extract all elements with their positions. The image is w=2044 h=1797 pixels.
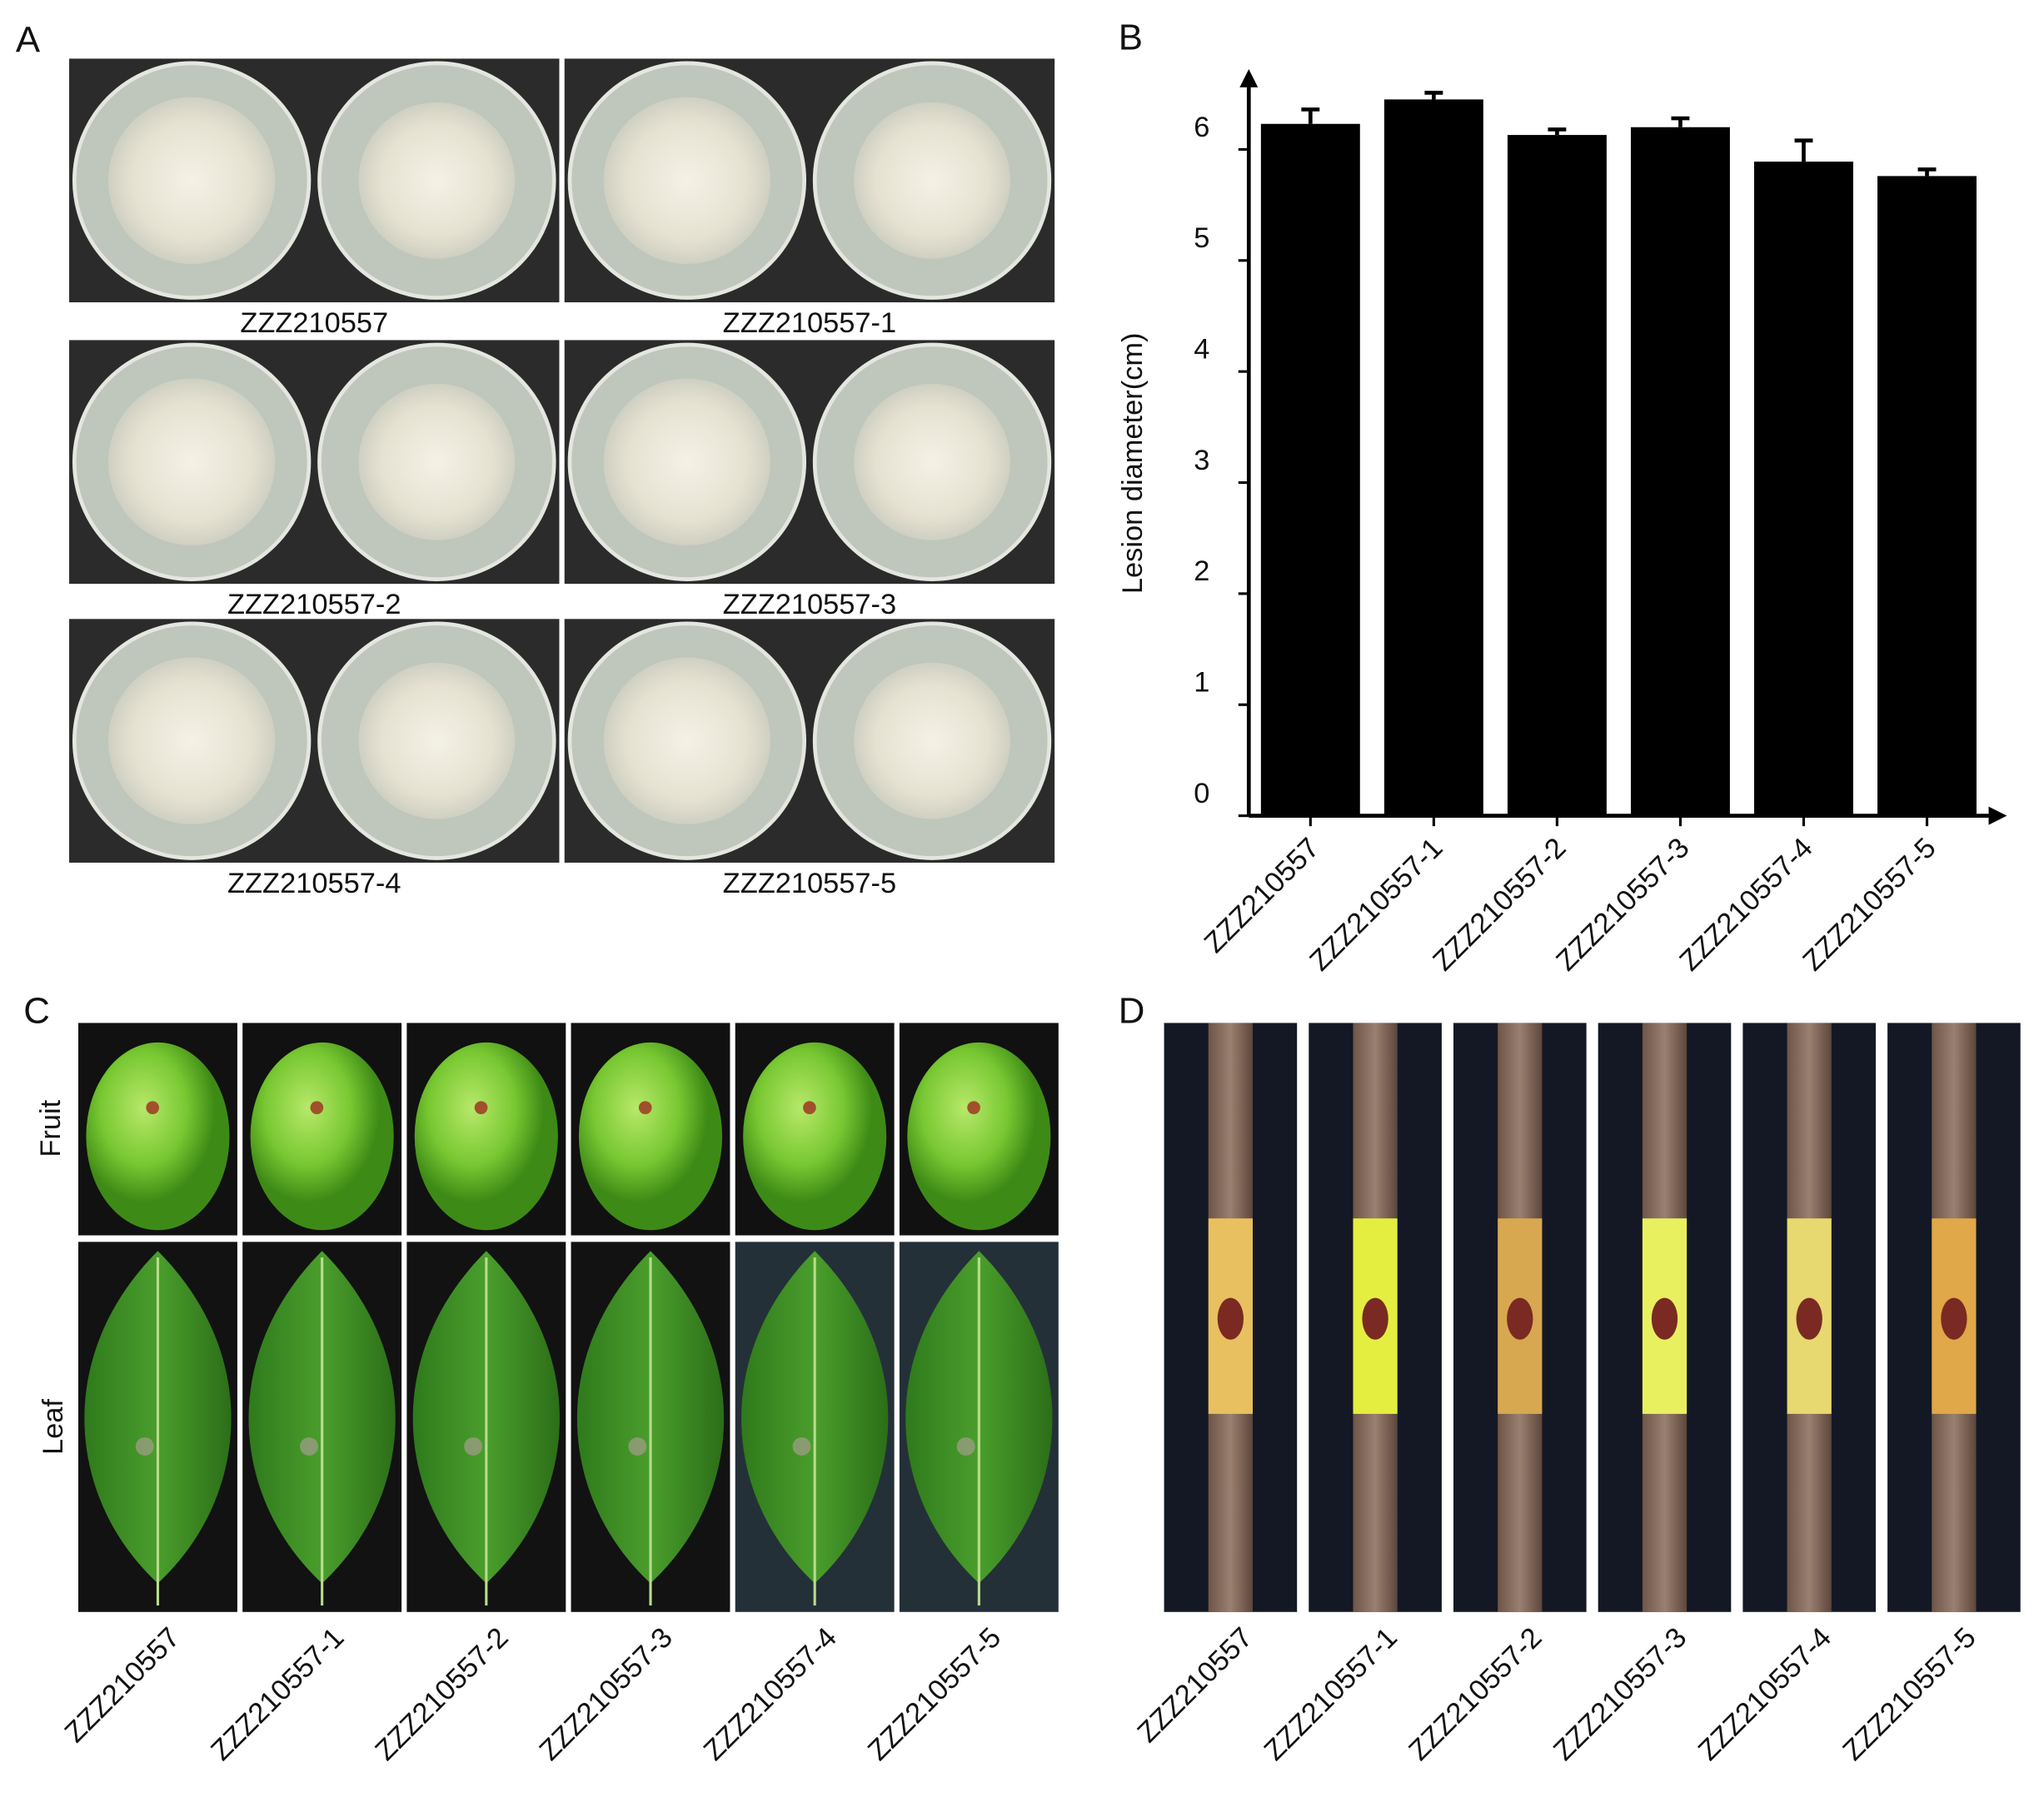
error-bar xyxy=(1794,138,1813,162)
x-tick-label: ZZZ210557 xyxy=(1199,832,1326,959)
lesion xyxy=(1507,1297,1533,1340)
column-label: ZZZ210557-1 xyxy=(1259,1621,1403,1766)
bar xyxy=(1877,176,1977,816)
error-bar xyxy=(1301,107,1320,124)
fruit xyxy=(250,1042,394,1231)
error-bar xyxy=(1917,167,1937,177)
column-label: ZZZ210557 xyxy=(59,1621,187,1749)
colony xyxy=(358,662,516,819)
colony xyxy=(603,657,770,824)
fruit xyxy=(414,1042,558,1231)
colony xyxy=(603,378,770,545)
column-label: ZZZ210557-5 xyxy=(1837,1621,1982,1766)
colony xyxy=(108,657,276,824)
y-tick-label: 2 xyxy=(1194,555,1209,587)
y-tick-label: 5 xyxy=(1194,222,1209,254)
column-label: ZZZ210557-1 xyxy=(205,1621,350,1766)
leaf-lesion xyxy=(300,1437,318,1456)
caption: ZZZ210557-1 xyxy=(723,307,896,339)
fruit xyxy=(907,1042,1051,1231)
bar xyxy=(1507,135,1607,816)
lesion xyxy=(1362,1297,1388,1340)
colony xyxy=(854,383,1010,540)
fruit-lesion xyxy=(967,1101,980,1114)
colony xyxy=(108,97,276,264)
fruit-lesion xyxy=(803,1101,816,1114)
caption: ZZZ210557-3 xyxy=(723,589,896,620)
y-tick-label: 0 xyxy=(1194,778,1209,809)
y-axis-arrow xyxy=(1239,68,1259,87)
bar xyxy=(1754,162,1853,816)
y-axis-label: Lesion diameter(cm) xyxy=(1117,333,1149,595)
row-label: Leaf xyxy=(37,1399,69,1455)
column-label: ZZZ210557-5 xyxy=(862,1621,1007,1766)
column-label: ZZZ210557-4 xyxy=(1693,1621,1837,1766)
fruit xyxy=(743,1042,887,1231)
y-tick-label: 1 xyxy=(1194,667,1209,699)
caption: ZZZ210557-2 xyxy=(227,589,401,620)
fruit-lesion xyxy=(310,1101,324,1114)
lesion xyxy=(1796,1297,1822,1340)
colony xyxy=(854,102,1010,259)
colony xyxy=(358,383,516,540)
leaf-lesion xyxy=(792,1437,811,1456)
error-bar xyxy=(1424,91,1443,100)
bar xyxy=(1383,99,1483,816)
bar xyxy=(1630,127,1730,816)
x-axis-arrow xyxy=(1988,806,2007,825)
caption: ZZZ210557 xyxy=(240,307,388,339)
column-label: ZZZ210557-2 xyxy=(1403,1621,1548,1766)
column-label: ZZZ210557-4 xyxy=(698,1621,843,1766)
y-tick-label: 3 xyxy=(1194,445,1209,476)
colony xyxy=(108,378,276,545)
fruit-lesion xyxy=(146,1101,160,1114)
y-tick-label: 4 xyxy=(1194,334,1209,366)
caption: ZZZ210557-5 xyxy=(723,868,896,899)
column-label: ZZZ210557-3 xyxy=(1548,1621,1693,1766)
lesion xyxy=(1941,1297,1967,1340)
panel-label: B xyxy=(1119,17,1143,57)
lesion xyxy=(1217,1297,1244,1340)
colony xyxy=(358,102,516,259)
column-label: ZZZ210557 xyxy=(1132,1621,1259,1749)
leaf-lesion xyxy=(956,1437,975,1456)
panel-label: A xyxy=(16,20,41,61)
column-label: ZZZ210557-3 xyxy=(534,1621,679,1766)
fruit xyxy=(578,1042,723,1231)
panel-label: C xyxy=(23,990,50,1031)
caption: ZZZ210557-4 xyxy=(227,868,401,899)
colony xyxy=(603,97,770,264)
fruit xyxy=(86,1042,230,1231)
error-bar xyxy=(1671,116,1690,127)
lesion xyxy=(1651,1297,1678,1340)
bar xyxy=(1260,123,1360,816)
leaf-lesion xyxy=(135,1437,154,1456)
colony xyxy=(854,662,1010,819)
fruit-lesion xyxy=(638,1101,652,1114)
y-tick-label: 6 xyxy=(1194,112,1209,143)
row-label: Fruit xyxy=(35,1099,67,1157)
leaf-lesion xyxy=(464,1437,483,1456)
error-bar xyxy=(1548,127,1567,136)
column-label: ZZZ210557-2 xyxy=(369,1621,514,1766)
fruit-lesion xyxy=(474,1101,488,1114)
panel-label: D xyxy=(1119,990,1145,1031)
leaf-lesion xyxy=(628,1437,647,1456)
